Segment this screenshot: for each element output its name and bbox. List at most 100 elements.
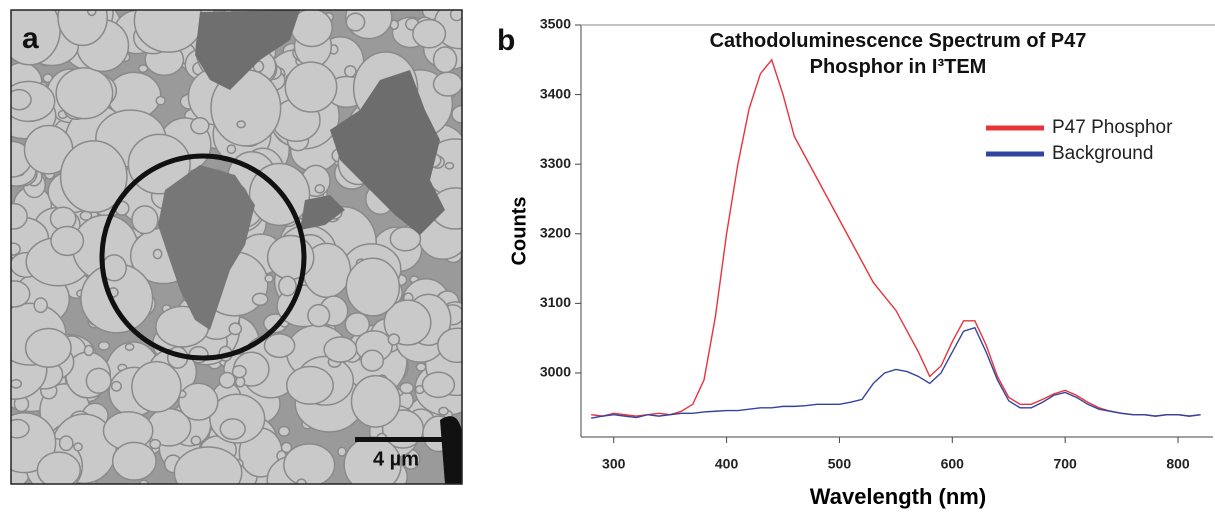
scale-bar bbox=[355, 437, 445, 442]
foam-cell bbox=[137, 64, 149, 74]
foam-cell bbox=[283, 443, 336, 484]
foam-cells bbox=[11, 10, 462, 484]
foam-cell bbox=[437, 327, 462, 364]
foam-cell bbox=[251, 292, 269, 306]
foam-cell bbox=[11, 280, 31, 308]
foam-cell bbox=[131, 205, 159, 235]
foam-cell bbox=[173, 446, 243, 484]
debris bbox=[440, 416, 462, 484]
foam-cell bbox=[59, 140, 128, 214]
plot: 3000 3100 3200 3300 3400 3500 300 400 500 600 700 8… bbox=[540, 16, 1215, 472]
foam-cell bbox=[345, 257, 401, 317]
particle bbox=[300, 195, 345, 230]
foam-cell bbox=[236, 120, 246, 129]
foam-cell bbox=[350, 374, 401, 428]
foam-cell bbox=[58, 435, 74, 452]
foam-cell bbox=[73, 442, 83, 452]
foam-cell bbox=[277, 275, 297, 297]
foam-cell bbox=[337, 446, 347, 457]
particle bbox=[330, 70, 445, 235]
foam-cell bbox=[190, 435, 202, 446]
foam-cell bbox=[444, 161, 455, 170]
x-tick-label: 700 bbox=[1053, 456, 1077, 472]
foam-cell bbox=[97, 340, 111, 351]
foam-cell bbox=[345, 12, 366, 32]
foam-cell bbox=[263, 333, 296, 359]
foam-cell bbox=[438, 406, 449, 416]
foam-cell bbox=[449, 10, 462, 22]
foam-cell bbox=[85, 367, 112, 394]
foam-cell bbox=[152, 248, 163, 260]
foam-cell bbox=[219, 418, 246, 440]
foam-cell bbox=[226, 144, 237, 155]
image-frame bbox=[10, 9, 463, 485]
foam-cell bbox=[178, 382, 219, 421]
foam-cell bbox=[285, 365, 334, 405]
series-group bbox=[591, 58, 1201, 419]
foam-cell bbox=[277, 425, 291, 437]
foam-cell bbox=[360, 349, 385, 372]
foam-cell bbox=[280, 441, 293, 454]
foam-cell bbox=[87, 10, 97, 17]
legend-label: P47 Phosphor bbox=[1052, 117, 1173, 138]
y-tick-label: 3500 bbox=[540, 16, 571, 32]
foam-cell bbox=[412, 18, 447, 49]
foam-cell bbox=[415, 362, 427, 372]
x-tick-label: 400 bbox=[715, 456, 739, 472]
foam-cell bbox=[432, 46, 458, 74]
foam-cell bbox=[228, 322, 243, 336]
foam-cell bbox=[50, 225, 85, 257]
foam-cell bbox=[110, 380, 122, 392]
y-axis-label: Counts bbox=[508, 197, 530, 266]
chart-title: Cathodoluminescence Spectrum of P47 Phosp… bbox=[710, 30, 1087, 78]
foam-cell bbox=[389, 226, 422, 252]
panel-label: a bbox=[22, 22, 39, 55]
x-tick-label: 300 bbox=[602, 456, 626, 472]
foam-cell bbox=[11, 202, 28, 230]
highlight-circle bbox=[99, 153, 307, 361]
foam-cell bbox=[55, 67, 114, 120]
foam-cell bbox=[149, 438, 162, 450]
foam-cell bbox=[57, 10, 108, 47]
foam-cell bbox=[11, 242, 21, 256]
series-line bbox=[591, 326, 1201, 419]
foam-cell bbox=[399, 381, 415, 395]
particle bbox=[195, 10, 300, 90]
scale-label: 4 µm bbox=[373, 448, 419, 470]
foam-cell bbox=[307, 303, 331, 328]
particle bbox=[158, 165, 255, 330]
foam-cell bbox=[155, 95, 166, 106]
x-tick-label: 500 bbox=[828, 456, 852, 472]
y-tick-label: 3400 bbox=[540, 85, 571, 101]
foam-cell bbox=[284, 61, 338, 113]
foam-cell bbox=[131, 360, 182, 413]
foam-cell bbox=[33, 297, 48, 314]
y-tick-label: 3100 bbox=[540, 294, 571, 310]
foam-cell bbox=[36, 451, 82, 484]
foam-cell bbox=[266, 234, 315, 280]
foam-cell bbox=[111, 441, 157, 481]
foam-cell bbox=[264, 274, 274, 283]
legend-label: Background bbox=[1052, 143, 1153, 164]
panel-label: b bbox=[497, 24, 515, 57]
y-tick-label: 3200 bbox=[540, 224, 571, 240]
y-tick-label: 3300 bbox=[540, 155, 571, 171]
foam-cell bbox=[218, 371, 236, 389]
foam-cell bbox=[323, 336, 358, 363]
foam-cell bbox=[124, 342, 135, 351]
foam-cell bbox=[432, 71, 462, 97]
foam-cell bbox=[11, 378, 23, 389]
foam-cell bbox=[387, 333, 401, 346]
micrograph: 4 µm a bbox=[11, 10, 462, 484]
foam-cell bbox=[11, 88, 32, 111]
foam-cell bbox=[343, 64, 357, 78]
foam-cell bbox=[11, 418, 30, 439]
series-line bbox=[591, 58, 1201, 417]
foam-cell bbox=[314, 184, 326, 194]
foam-cell bbox=[344, 312, 371, 337]
foam-cell bbox=[231, 364, 247, 379]
x-tick-label: 800 bbox=[1166, 456, 1190, 472]
x-axis-label: Wavelength (nm) bbox=[810, 484, 986, 509]
foam-cell bbox=[24, 327, 72, 368]
